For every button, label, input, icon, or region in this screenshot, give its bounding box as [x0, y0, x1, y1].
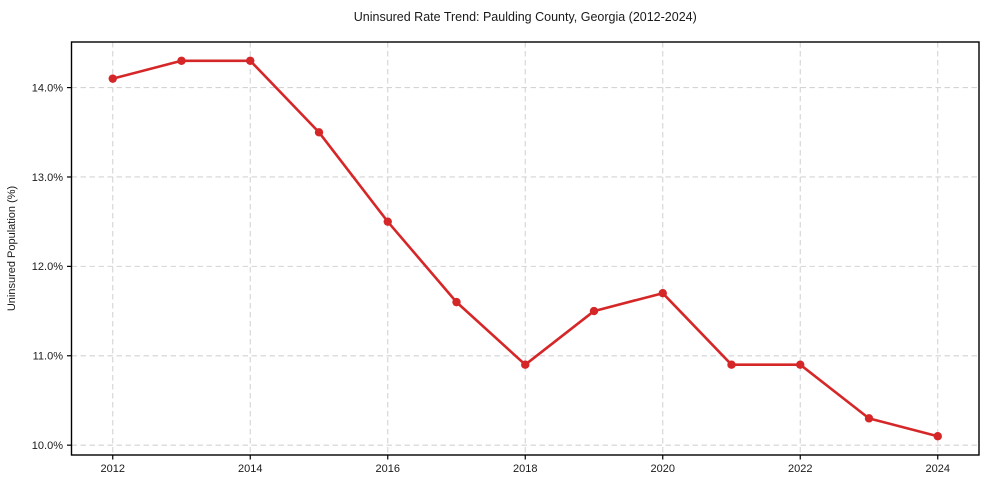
x-tick-label: 2014: [238, 463, 262, 475]
data-point: [246, 56, 255, 65]
y-tick-label: 12.0%: [32, 261, 63, 273]
data-point: [177, 56, 186, 65]
data-point: [314, 128, 324, 137]
data-point: [452, 297, 461, 307]
axis-ticks: 2012 2014 2016 2018 2020 2022 2024 10.0% 11.0% 12…: [32, 82, 950, 475]
data-point: [383, 217, 392, 226]
y-tick-label: 14.0%: [32, 82, 63, 94]
data-point: [589, 306, 599, 316]
x-tick-label: 2016: [376, 463, 400, 475]
data-point: [864, 414, 874, 423]
data-point: [658, 288, 667, 298]
y-tick-label: 11.0%: [33, 351, 64, 363]
x-tick-label: 2020: [651, 463, 675, 475]
x-tick-label: 2012: [101, 463, 125, 475]
gridlines: [71, 42, 979, 455]
data-point: [796, 360, 805, 369]
data-point: [108, 74, 117, 83]
y-tick-label: 13.0%: [32, 172, 63, 184]
y-axis-label: Uninsured Population (%): [6, 186, 18, 311]
data-point: [933, 432, 942, 441]
x-tick-label: 2018: [513, 463, 537, 475]
x-tick-label: 2022: [788, 463, 812, 475]
chart-title: Uninsured Rate Trend: Paulding County, G…: [354, 10, 697, 24]
data-point: [521, 360, 530, 369]
line-series: [108, 56, 942, 441]
data-point: [727, 360, 736, 369]
y-tick-label: 10.0%: [32, 440, 63, 452]
x-tick-label: 2024: [926, 463, 950, 475]
